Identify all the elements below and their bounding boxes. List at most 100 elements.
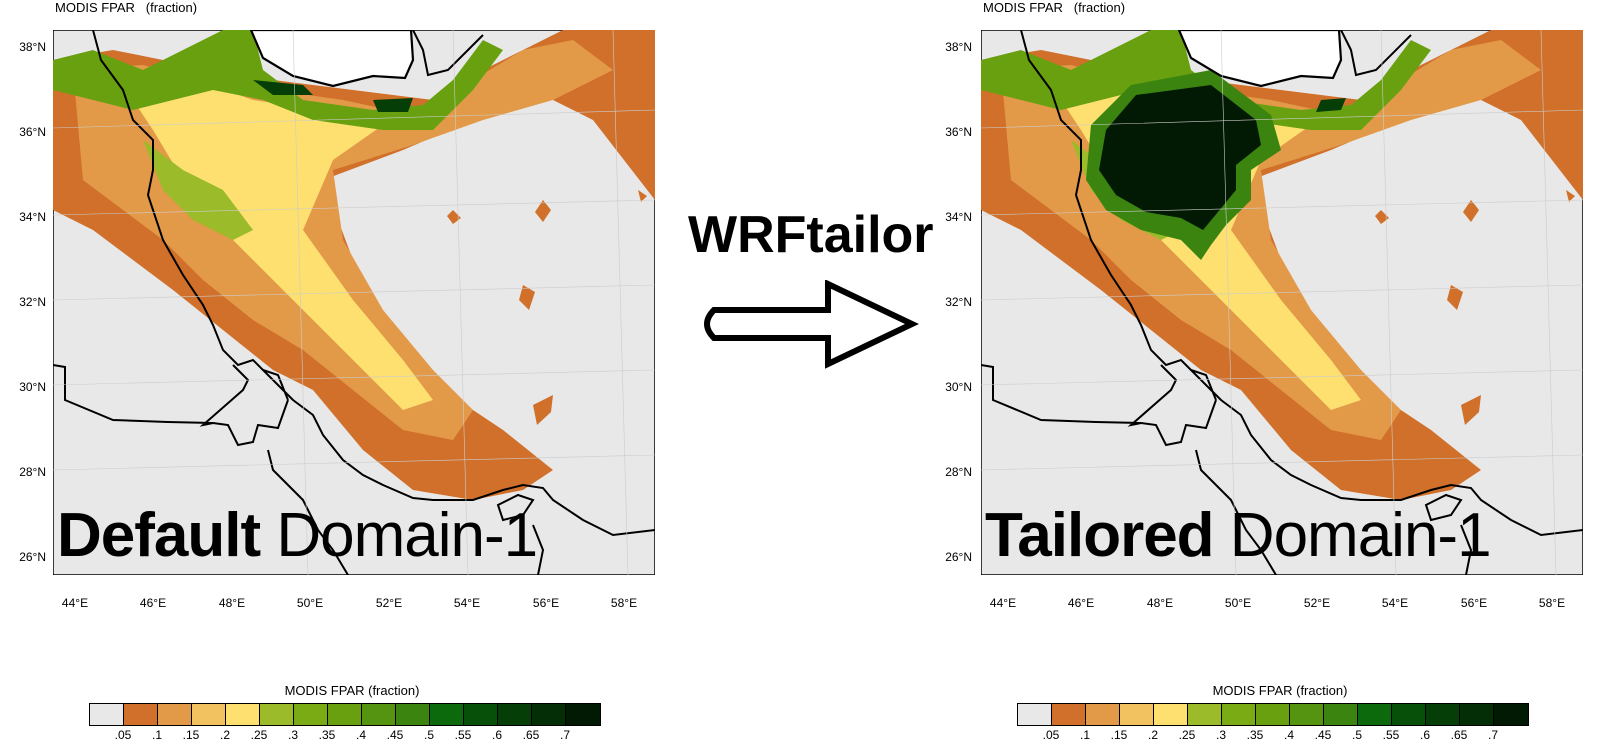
colorbar-label: .1 xyxy=(151,728,162,742)
colorbar-label: .25 xyxy=(250,728,268,742)
colorbar-title: MODIS FPAR (fraction) xyxy=(284,683,420,698)
colorbar-swatch xyxy=(1018,704,1052,725)
map-panel-tailored: MODIS FPAR (fraction) 38°N 36°N 34°N 32°… xyxy=(945,0,1590,752)
colorbar xyxy=(89,703,601,726)
colorbar-label: .4 xyxy=(355,728,366,742)
colorbar-label: .3 xyxy=(1215,728,1226,742)
caspian-sea xyxy=(249,30,415,88)
colorbar-swatch xyxy=(1358,704,1392,725)
lon-tick: 44°E xyxy=(989,596,1017,610)
lat-tick: 26°N xyxy=(19,550,46,564)
colorbar-label: .4 xyxy=(1283,728,1294,742)
lat-tick: 34°N xyxy=(945,210,972,224)
colorbar-label: .55 xyxy=(1382,728,1400,742)
lat-tick: 36°N xyxy=(19,125,46,139)
colorbar-label: .5 xyxy=(423,728,434,742)
colorbar-swatch xyxy=(1154,704,1188,725)
colorbar-label: .6 xyxy=(1419,728,1430,742)
graticule xyxy=(981,30,1583,575)
lat-tick: 30°N xyxy=(945,380,972,394)
lon-tick: 58°E xyxy=(610,596,638,610)
colorbar-swatch xyxy=(328,704,362,725)
lat-tick: 30°N xyxy=(19,380,46,394)
lat-tick: 38°N xyxy=(945,40,972,54)
colorbar-swatch xyxy=(362,704,396,725)
colorbar-swatch xyxy=(1256,704,1290,725)
colorbar-swatch xyxy=(464,704,498,725)
lon-tick: 50°E xyxy=(296,596,324,610)
lon-tick: 58°E xyxy=(1538,596,1566,610)
colorbar-swatch xyxy=(1222,704,1256,725)
lat-tick: 32°N xyxy=(19,295,46,309)
map-panel-default: MODIS FPAR (fraction) 38°N 36°N 34°N 32°… xyxy=(0,0,655,752)
colorbar-label: .35 xyxy=(318,728,336,742)
panel-title: MODIS FPAR (fraction) xyxy=(983,0,1126,15)
fpar-region-green-west xyxy=(143,140,253,240)
colorbar-label: .7 xyxy=(559,728,570,742)
colorbar-label: .3 xyxy=(287,728,298,742)
colorbar-label: .2 xyxy=(1147,728,1158,742)
colorbar-label: .1 xyxy=(1079,728,1090,742)
lat-tick: 26°N xyxy=(945,550,972,564)
colorbar-label: .05 xyxy=(1042,728,1060,742)
lon-tick: 54°E xyxy=(1381,596,1409,610)
domain-label: Default Domain-1 xyxy=(57,501,538,570)
colorbar-swatch xyxy=(1460,704,1494,725)
fpar-region-green xyxy=(981,30,1431,130)
lon-tick: 54°E xyxy=(453,596,481,610)
lat-tick: 28°N xyxy=(945,465,972,479)
colorbar-swatch xyxy=(1120,704,1154,725)
colorbar-label: .7 xyxy=(1487,728,1498,742)
lat-tick: 34°N xyxy=(19,210,46,224)
lat-tick: 36°N xyxy=(945,125,972,139)
lon-tick: 56°E xyxy=(532,596,560,610)
lon-tick: 48°E xyxy=(218,596,246,610)
colorbar-swatch xyxy=(226,704,260,725)
panel-title: MODIS FPAR (fraction) xyxy=(55,0,198,15)
colorbar-swatch xyxy=(158,704,192,725)
colorbar-label: .65 xyxy=(522,728,540,742)
colorbar-label: .45 xyxy=(386,728,404,742)
lon-tick: 46°E xyxy=(1067,596,1095,610)
colorbar-label: .15 xyxy=(182,728,200,742)
colorbar xyxy=(1017,703,1529,726)
colorbar-label: .35 xyxy=(1246,728,1264,742)
colorbar-label: .2 xyxy=(219,728,230,742)
lat-tick: 38°N xyxy=(19,40,46,54)
colorbar-swatch xyxy=(498,704,532,725)
colorbar-label: .45 xyxy=(1314,728,1332,742)
colorbar-swatch xyxy=(566,704,600,725)
right-arrow-icon xyxy=(704,280,919,369)
fpar-region-green xyxy=(53,30,503,130)
colorbar-swatch xyxy=(1290,704,1324,725)
colorbar-swatch xyxy=(192,704,226,725)
fpar-region-pale xyxy=(113,70,433,410)
colorbar-label: .05 xyxy=(114,728,132,742)
colorbar-label: .6 xyxy=(491,728,502,742)
lon-tick: 46°E xyxy=(139,596,167,610)
colorbar-label: .65 xyxy=(1450,728,1468,742)
colorbar-swatch xyxy=(90,704,124,725)
lat-tick: 32°N xyxy=(945,295,972,309)
country-borders xyxy=(53,30,655,575)
domain-label: Tailored Domain-1 xyxy=(985,501,1492,570)
fpar-map-default xyxy=(53,30,655,575)
colorbar-swatch xyxy=(1426,704,1460,725)
lon-tick: 48°E xyxy=(1146,596,1174,610)
colorbar-swatch xyxy=(1494,704,1528,725)
colorbar-swatch xyxy=(1086,704,1120,725)
colorbar-swatch xyxy=(260,704,294,725)
lat-tick: 28°N xyxy=(19,465,46,479)
lon-tick: 52°E xyxy=(375,596,403,610)
colorbar-label: .5 xyxy=(1351,728,1362,742)
colorbar-swatch xyxy=(1188,704,1222,725)
lon-tick: 52°E xyxy=(1303,596,1331,610)
colorbar-title: MODIS FPAR (fraction) xyxy=(1212,683,1348,698)
colorbar-swatch xyxy=(124,704,158,725)
lon-tick: 56°E xyxy=(1460,596,1488,610)
colorbar-swatch xyxy=(294,704,328,725)
lon-tick: 44°E xyxy=(61,596,89,610)
colorbar-swatch xyxy=(1052,704,1086,725)
lon-tick: 50°E xyxy=(1224,596,1252,610)
colorbar-swatch xyxy=(396,704,430,725)
